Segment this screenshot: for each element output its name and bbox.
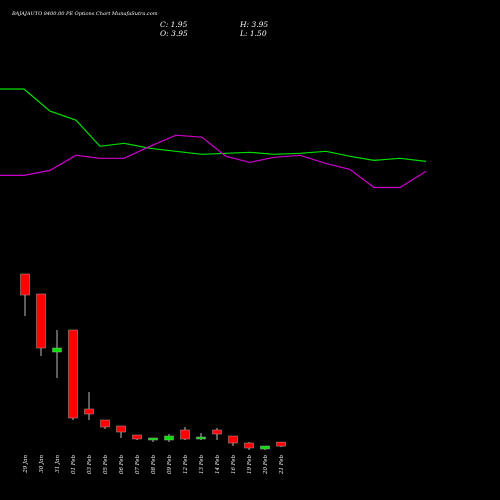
x-tick-label: 21 Feb xyxy=(279,455,285,476)
candle-body xyxy=(228,435,238,444)
low-readout: L: 1.50 xyxy=(240,29,267,38)
candle-body xyxy=(260,445,270,450)
x-tick-label: 09 Feb xyxy=(167,455,173,475)
high-value: 3.95 xyxy=(251,20,269,29)
close-readout: C: 1.95 xyxy=(160,20,187,29)
candle-body xyxy=(164,435,174,441)
candle-body xyxy=(148,437,158,441)
x-tick-label: 20 Feb xyxy=(263,455,269,476)
candle-body xyxy=(68,329,78,419)
low-label: L: xyxy=(240,29,248,38)
x-tick-label: 29 Jan xyxy=(23,455,29,474)
x-tick-label: 14 Feb xyxy=(215,455,221,475)
x-tick-label: 03 Feb xyxy=(87,455,93,475)
open-readout: O: 3.95 xyxy=(160,29,188,38)
x-tick-label: 13 Feb xyxy=(199,455,205,475)
candle-body xyxy=(276,441,286,447)
x-tick-label: 01 Feb xyxy=(71,455,77,475)
close-label: C: xyxy=(160,20,169,29)
candle-body xyxy=(52,347,62,353)
high-readout: H: 3.95 xyxy=(240,20,268,29)
ma-slow-line xyxy=(0,134,427,189)
x-tick-label: 07 Feb xyxy=(135,455,141,475)
open-label: O: xyxy=(160,29,169,38)
x-tick-label: 30 Jan xyxy=(39,455,45,473)
candle-body xyxy=(84,408,94,415)
close-value: 1.95 xyxy=(170,20,188,29)
candle-body xyxy=(36,293,46,349)
x-tick-label: 12 Feb xyxy=(183,455,189,475)
x-tick-label: 05 Feb xyxy=(103,455,109,475)
candle-body xyxy=(116,425,126,433)
candle-body xyxy=(100,419,110,428)
candle-body xyxy=(132,434,142,440)
x-tick-label: 19 Feb xyxy=(247,455,253,475)
x-tick-label: 06 Feb xyxy=(119,455,125,475)
candle-body xyxy=(212,429,222,435)
chart-title: BAJAJAUTO 8400.00 PE Options Chart Munaf… xyxy=(12,11,158,17)
candle-body xyxy=(244,442,254,449)
high-label: H: xyxy=(240,20,250,29)
low-value: 1.50 xyxy=(249,29,267,38)
x-tick-label: 31 Jan xyxy=(55,455,61,473)
candle-body xyxy=(20,273,30,296)
ma-fast-line xyxy=(0,88,427,162)
candle-body xyxy=(196,436,206,440)
x-tick-label: 16 Feb xyxy=(231,455,237,475)
candle-body xyxy=(180,429,190,440)
x-tick-label: 08 Feb xyxy=(151,455,157,475)
open-value: 3.95 xyxy=(171,29,188,38)
